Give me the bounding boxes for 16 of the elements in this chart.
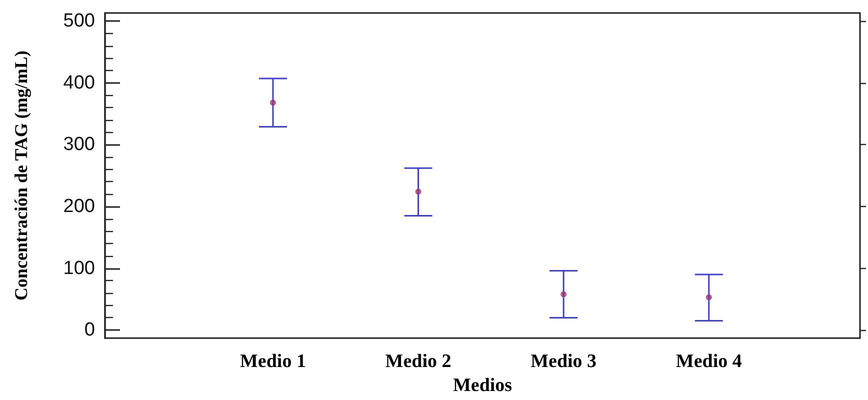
y-tick-label: 400 <box>63 72 95 94</box>
y-tick-label: 0 <box>84 320 95 341</box>
y-tick-label: 500 <box>63 10 95 32</box>
x-tick-label: Medio 2 <box>385 351 452 372</box>
y-tick-label: 300 <box>63 134 95 156</box>
x-axis-title: Medios <box>452 375 512 396</box>
x-tick-label: Medio 1 <box>240 351 306 372</box>
y-tick-label: 100 <box>63 258 95 279</box>
point <box>560 291 567 298</box>
y-axis-title: Concentración de TAG (mg/mL) <box>11 50 31 300</box>
y-tick-label: 200 <box>63 196 95 217</box>
x-tick-label: Medio 4 <box>676 351 742 372</box>
point <box>270 100 276 106</box>
point <box>706 294 712 300</box>
x-tick-label: Medio 3 <box>530 351 597 372</box>
point <box>415 188 422 195</box>
